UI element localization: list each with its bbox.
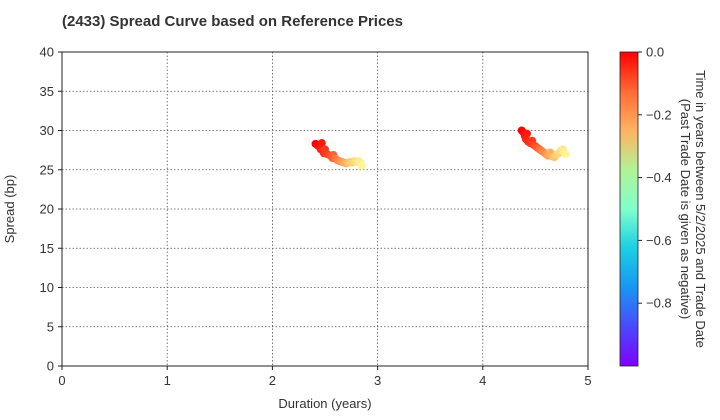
x-tick-label: 4 [479, 373, 486, 388]
colorbar-tick-label: −0.6 [646, 233, 672, 248]
colorbar [619, 51, 639, 367]
colorbar-label-line2: (Past Trade Date is given as negative) [678, 99, 693, 319]
y-tick-label: 40 [40, 45, 54, 60]
grid [62, 52, 588, 366]
x-tick-label: 0 [58, 373, 65, 388]
x-tick-label: 3 [374, 373, 381, 388]
x-tick-label: 5 [584, 373, 591, 388]
data-point [357, 161, 366, 170]
x-axis-ticks: 0 1 2 3 4 5 [58, 366, 592, 388]
y-tick-label: 35 [40, 84, 54, 99]
colorbar-label-line1: Time in years between 5/2/2025 and Trade… [693, 70, 708, 348]
x-tick-label: 1 [164, 373, 171, 388]
data-point [317, 139, 326, 148]
x-tick-label: 2 [269, 373, 276, 388]
y-tick-label: 15 [40, 241, 54, 256]
y-axis-label: Spread (bp) [2, 175, 17, 244]
colorbar-ticks: 0.0 −0.2 −0.4 −0.6 −0.8 [638, 45, 672, 311]
data-point [561, 150, 570, 159]
colorbar-tick-label: 0.0 [646, 45, 664, 60]
y-tick-label: 0 [47, 359, 54, 374]
y-tick-label: 25 [40, 162, 54, 177]
y-tick-label: 30 [40, 123, 54, 138]
colorbar-tick-label: −0.4 [646, 170, 672, 185]
scatter-points [311, 126, 570, 170]
x-axis-label: Duration (years) [278, 396, 371, 411]
y-tick-label: 20 [40, 202, 54, 217]
colorbar-tick-label: −0.2 [646, 107, 672, 122]
y-tick-label: 5 [47, 319, 54, 334]
y-tick-label: 10 [40, 280, 54, 295]
chart-title: (2433) Spread Curve based on Reference P… [62, 13, 403, 30]
colorbar-tick-label: −0.8 [646, 296, 672, 311]
y-axis-ticks: 0 5 10 15 20 25 30 35 40 [40, 45, 62, 374]
